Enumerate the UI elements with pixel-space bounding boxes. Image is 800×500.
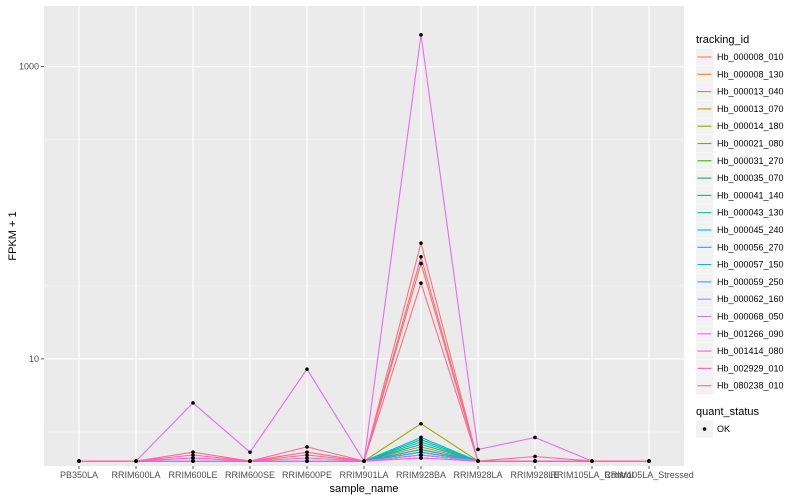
x-tick-label: RRIM600LA — [111, 470, 160, 480]
x-axis: PB350LA RRIM600LA RRIM600LE RRIM600SE RRIM60… — [60, 466, 694, 480]
legend-label: Hb_000041_140 — [717, 190, 784, 200]
data-point — [419, 241, 423, 245]
data-point — [419, 261, 423, 266]
data-point — [419, 445, 423, 449]
x-tick-label: RRIM928LE — [510, 470, 559, 480]
data-point — [533, 459, 537, 463]
legend-key-point — [702, 427, 707, 431]
legend-label: Hb_001266_090 — [717, 329, 784, 339]
data-point — [419, 447, 423, 452]
data-point — [419, 254, 423, 259]
data-point — [533, 435, 537, 440]
data-point — [248, 459, 252, 463]
legend-label: Hb_001414_080 — [717, 346, 784, 356]
data-point — [191, 401, 195, 405]
data-point — [191, 450, 195, 454]
legend-label: Hb_000062_160 — [717, 294, 784, 304]
legend: tracking_id Hb_000008_010 Hb_000008_130 Hb_… — [696, 34, 784, 438]
legend-label: Hb_000059_250 — [717, 277, 784, 287]
legend-title-quant-status: quant_status — [696, 406, 759, 418]
legend-label: Hb_000013_040 — [717, 87, 784, 97]
data-point — [305, 456, 309, 460]
data-point — [191, 459, 195, 463]
major-gridlines — [44, 6, 684, 466]
data-point — [191, 453, 195, 457]
x-tick-label: RRIM105LA_Control — [550, 470, 633, 480]
legend-label: Hb_000021_080 — [717, 139, 784, 149]
legend-label: Hb_080238_010 — [717, 381, 784, 391]
legend-label: Hb_000057_150 — [717, 260, 784, 270]
legend-label: Hb_000043_130 — [717, 208, 784, 218]
y-axis: 10 1000 — [19, 62, 44, 364]
data-point — [248, 450, 252, 454]
data-point — [419, 440, 423, 444]
data-point — [533, 454, 537, 459]
data-point — [77, 459, 81, 463]
x-tick-label: RRIM928BA — [396, 470, 446, 480]
y-tick-label: 1000 — [19, 62, 39, 72]
x-tick-label: RRIM600PE — [282, 470, 332, 480]
legend-label: Hb_000045_240 — [717, 225, 784, 235]
x-axis-title: sample_name — [329, 483, 398, 495]
legend-label: Hb_000035_070 — [717, 173, 784, 183]
data-point — [305, 445, 309, 449]
data-point — [305, 453, 309, 457]
data-points — [77, 33, 651, 463]
data-point — [419, 435, 423, 440]
legend-label: Hb_000013_070 — [717, 104, 784, 114]
data-point — [419, 450, 423, 454]
data-point — [476, 447, 480, 452]
data-point — [419, 281, 423, 285]
legend-label-ok: OK — [717, 424, 730, 434]
x-tick-label: RRIM105LA_Stressed — [604, 470, 694, 480]
x-tick-label: RRIM600SE — [225, 470, 275, 480]
data-point — [419, 33, 423, 37]
data-point — [305, 459, 309, 463]
legend-label: Hb_000068_050 — [717, 312, 784, 322]
data-point — [476, 459, 480, 463]
x-tick-label: RRIM600LE — [168, 470, 217, 480]
data-point — [134, 459, 138, 463]
legend-label: Hb_000056_270 — [717, 242, 784, 252]
x-tick-label: PB350LA — [60, 470, 98, 480]
data-point — [305, 367, 309, 372]
y-tick-label: 10 — [29, 354, 39, 364]
legend-label: Hb_000014_180 — [717, 121, 784, 131]
data-point — [419, 456, 423, 460]
x-tick-label: RRIM928LA — [453, 470, 502, 480]
data-point — [305, 450, 309, 454]
legend-label: Hb_000031_270 — [717, 156, 784, 166]
data-point — [419, 453, 423, 457]
data-point — [362, 459, 366, 463]
y-axis-title: FPKM + 1 — [7, 211, 19, 260]
data-point — [647, 459, 651, 463]
data-point — [191, 456, 195, 460]
legend-label: Hb_000008_010 — [717, 52, 784, 62]
legend-label: Hb_000008_130 — [717, 69, 784, 79]
x-tick-label: RRIM901LA — [339, 470, 388, 480]
legend-title-tracking-id: tracking_id — [696, 34, 749, 46]
legend-label: Hb_002929_010 — [717, 363, 784, 373]
data-point — [590, 459, 594, 463]
data-point — [419, 421, 423, 426]
